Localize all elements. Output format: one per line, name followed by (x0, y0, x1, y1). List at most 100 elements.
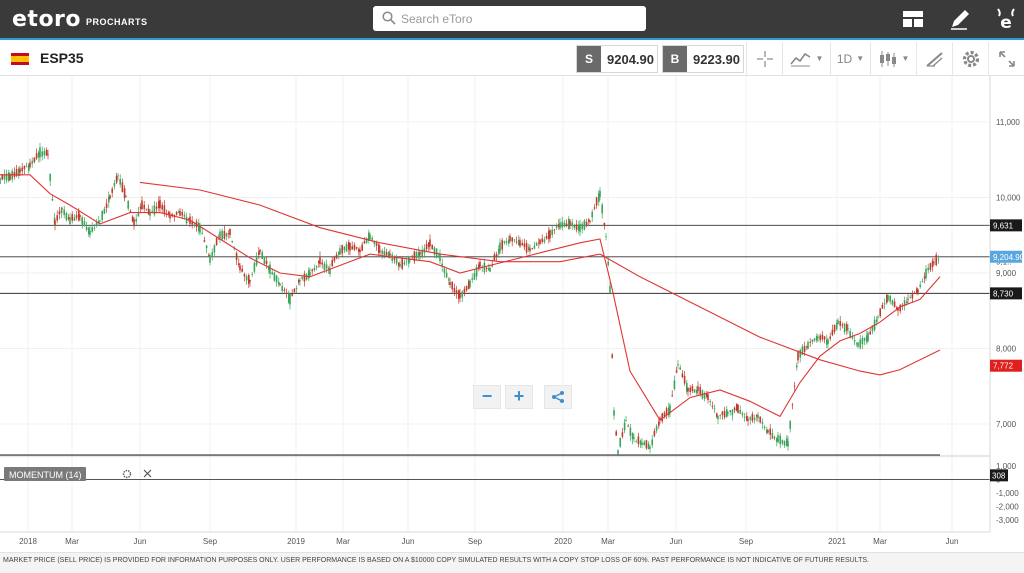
candle-body (479, 261, 481, 267)
candle-body (549, 230, 551, 239)
search-box[interactable] (373, 6, 646, 31)
layout-icon[interactable] (900, 6, 926, 32)
candle-body (51, 198, 54, 201)
candle-body (81, 217, 83, 225)
share-button[interactable] (544, 385, 572, 409)
settings-gear-small-icon[interactable] (122, 469, 132, 479)
level-label: 9,631 (993, 221, 1014, 230)
search-input[interactable] (401, 9, 636, 28)
buy-price-button[interactable]: B 9223.90 (662, 45, 744, 73)
moving-average-short (0, 174, 941, 422)
zoom-out-button[interactable]: − (473, 385, 501, 409)
candle-body (781, 440, 784, 444)
current-price-label-bg (990, 250, 1022, 263)
candle-body (85, 226, 88, 230)
candle-body (123, 188, 126, 199)
instrument-symbol[interactable]: ESP35 (40, 50, 84, 66)
candle-body (461, 291, 463, 298)
candle-body (135, 218, 137, 222)
candle-body (47, 154, 49, 156)
candle-body (837, 320, 839, 325)
candle-body (753, 417, 756, 420)
candle-body (119, 178, 121, 185)
candle-body (451, 281, 453, 290)
momentum-current-label: 308 (992, 471, 1006, 480)
candle-body (916, 288, 918, 295)
candle-body (693, 389, 696, 393)
candle-body (776, 438, 778, 442)
draw-tools-button[interactable] (916, 42, 952, 75)
moving-average-long (139, 181, 941, 376)
candle-body (816, 336, 818, 341)
candle-body (278, 281, 280, 285)
candle-body (431, 244, 433, 249)
price-tick-label: 9,000 (996, 269, 1017, 278)
candle-body (388, 251, 390, 258)
candle-body (771, 433, 774, 439)
candle-body (493, 254, 496, 262)
candle-body (165, 213, 168, 214)
crosshair-button[interactable] (746, 42, 782, 75)
candle-body (103, 208, 106, 214)
candle-body (665, 408, 668, 415)
candle-body (428, 242, 430, 248)
candle-body (633, 437, 635, 439)
settings-button[interactable] (952, 42, 988, 75)
candle-body (677, 364, 679, 366)
candle-body (359, 249, 361, 253)
chevron-down-icon: ▼ (856, 54, 865, 63)
candle-body (75, 215, 78, 218)
etoro-logo[interactable]: etoro (12, 7, 82, 32)
candle-body (563, 222, 566, 227)
candle-body (143, 204, 145, 209)
candle-body (511, 237, 513, 242)
candle-body (777, 435, 779, 443)
time-tick-label: Sep (739, 537, 754, 546)
candle-body (29, 162, 31, 168)
candle-body (853, 340, 856, 342)
chart-grid (0, 76, 990, 532)
candle-body (627, 425, 629, 427)
candle-body (183, 214, 186, 217)
close-icon[interactable] (143, 469, 152, 478)
momentum-label: MOMENTUM (14) (9, 470, 82, 480)
timeframe-dropdown[interactable]: 1D ▼ (830, 42, 870, 75)
candle-body (355, 246, 358, 249)
candle-body (595, 197, 598, 206)
candle-body (153, 205, 156, 215)
price-chart[interactable]: 11,00010,0009,0008,0007,0009,1..9,6319,2… (0, 76, 1024, 552)
candle-body (499, 242, 501, 252)
candle-body (1, 174, 3, 180)
candle-body (271, 272, 273, 275)
candle-body (45, 150, 48, 156)
candle-body (295, 287, 298, 289)
candle-body (921, 281, 924, 283)
candles-button[interactable]: ▼ (870, 42, 916, 75)
candle-body (115, 175, 118, 183)
candle-body (185, 216, 188, 224)
instrument-header: ESP35 S 9204.90 B 9223.90 ▼ 1D ▼ (0, 42, 1024, 76)
candle-body (609, 285, 611, 293)
time-tick-label: Jun (670, 537, 683, 546)
candle-body (571, 222, 573, 226)
candle-body (168, 211, 170, 215)
candle-body (621, 432, 624, 437)
candle-body (535, 242, 538, 246)
sell-price-button[interactable]: S 9204.90 (576, 45, 658, 73)
candle-body (696, 389, 698, 394)
time-tick-label: Mar (65, 537, 79, 546)
candlestick-icon (879, 50, 896, 67)
candle-body (158, 201, 160, 209)
candle-body (796, 365, 798, 368)
candle-body (181, 211, 183, 216)
momentum-legend[interactable]: MOMENTUM (14) (4, 467, 152, 481)
candle-body (503, 241, 506, 243)
candle-body (315, 265, 318, 268)
etoro-e-icon[interactable]: e (993, 6, 1019, 32)
candle-body (449, 282, 451, 286)
fullscreen-button[interactable] (988, 42, 1024, 75)
zoom-in-button[interactable]: + (505, 385, 533, 409)
pencil-icon[interactable] (947, 6, 973, 32)
candle-body (707, 394, 709, 400)
chart-type-button[interactable]: ▼ (782, 42, 830, 75)
